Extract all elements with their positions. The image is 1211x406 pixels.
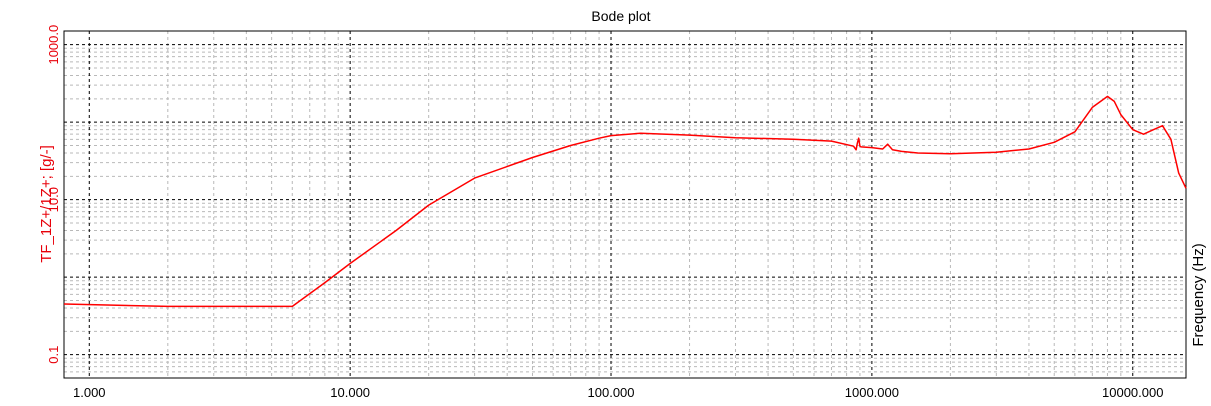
- x-tick-label: 1.000: [73, 385, 106, 400]
- x-tick-label: 10000.000: [1102, 385, 1163, 400]
- y-tick-label: 10.0: [46, 187, 61, 212]
- chart-title: Bode plot: [591, 8, 650, 24]
- major-grid: [64, 31, 1186, 378]
- y-axis-label: TF_1Z+/1Z+; [g/-]: [38, 145, 55, 263]
- y-tick-labels: 0.1 10.0 1000.0: [46, 25, 61, 364]
- y-tick-label: 1000.0: [46, 25, 61, 65]
- x-tick-label: 1000.000: [845, 385, 899, 400]
- x-tick-label: 100.000: [588, 385, 635, 400]
- minor-grid: [64, 31, 1186, 378]
- x-axis-label: Frequency (Hz): [1190, 243, 1207, 346]
- plot-frame: [63, 30, 1187, 379]
- series-line-1: [63, 95, 1187, 308]
- y-tick-label: 0.1: [46, 346, 61, 364]
- x-tick-labels: 1.000 10.000 100.000 1000.000 10000.000: [73, 385, 1163, 400]
- x-tick-label: 10.000: [330, 385, 370, 400]
- series-layer: [63, 95, 1187, 308]
